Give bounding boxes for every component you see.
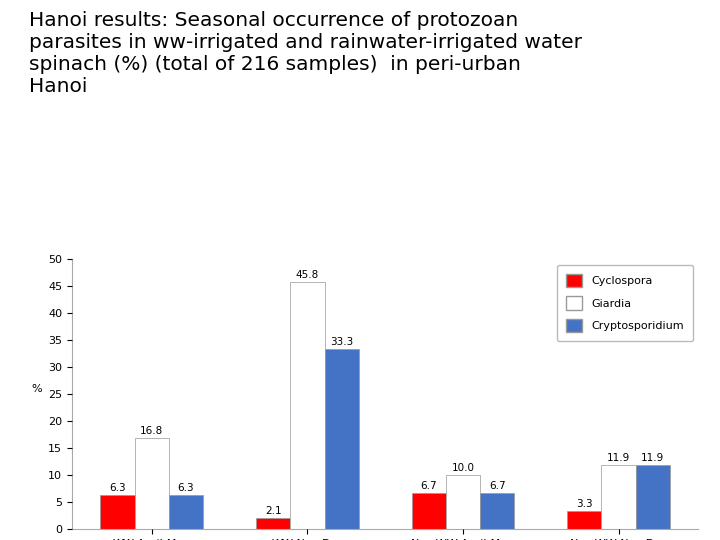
Bar bbox=[135, 438, 169, 529]
Bar bbox=[601, 465, 636, 529]
Text: Hanoi results: Seasonal occurrence of protozoan
parasites in ww-irrigated and ra: Hanoi results: Seasonal occurrence of pr… bbox=[29, 11, 582, 96]
Text: 11.9: 11.9 bbox=[642, 453, 665, 463]
Legend: Cyclospora, Giardia, Cryptosporidium: Cyclospora, Giardia, Cryptosporidium bbox=[557, 265, 693, 341]
Bar bbox=[325, 349, 359, 529]
Text: 11.9: 11.9 bbox=[607, 453, 630, 463]
Bar bbox=[256, 518, 290, 529]
Text: 2.1: 2.1 bbox=[265, 505, 282, 516]
Text: 6.3: 6.3 bbox=[109, 483, 126, 493]
Bar bbox=[169, 495, 203, 529]
Bar bbox=[101, 495, 135, 529]
Text: 16.8: 16.8 bbox=[140, 426, 163, 436]
Text: 6.3: 6.3 bbox=[178, 483, 194, 493]
Text: 45.8: 45.8 bbox=[296, 269, 319, 280]
Text: 3.3: 3.3 bbox=[576, 499, 593, 509]
Text: 6.7: 6.7 bbox=[420, 481, 437, 491]
Text: 6.7: 6.7 bbox=[489, 481, 505, 491]
Y-axis label: %: % bbox=[32, 384, 42, 394]
Text: 33.3: 33.3 bbox=[330, 337, 354, 347]
Text: 10.0: 10.0 bbox=[451, 463, 474, 473]
Bar bbox=[412, 493, 446, 529]
Bar bbox=[290, 282, 325, 529]
Bar bbox=[446, 475, 480, 529]
Bar bbox=[480, 493, 514, 529]
Bar bbox=[567, 511, 601, 529]
Bar bbox=[636, 465, 670, 529]
